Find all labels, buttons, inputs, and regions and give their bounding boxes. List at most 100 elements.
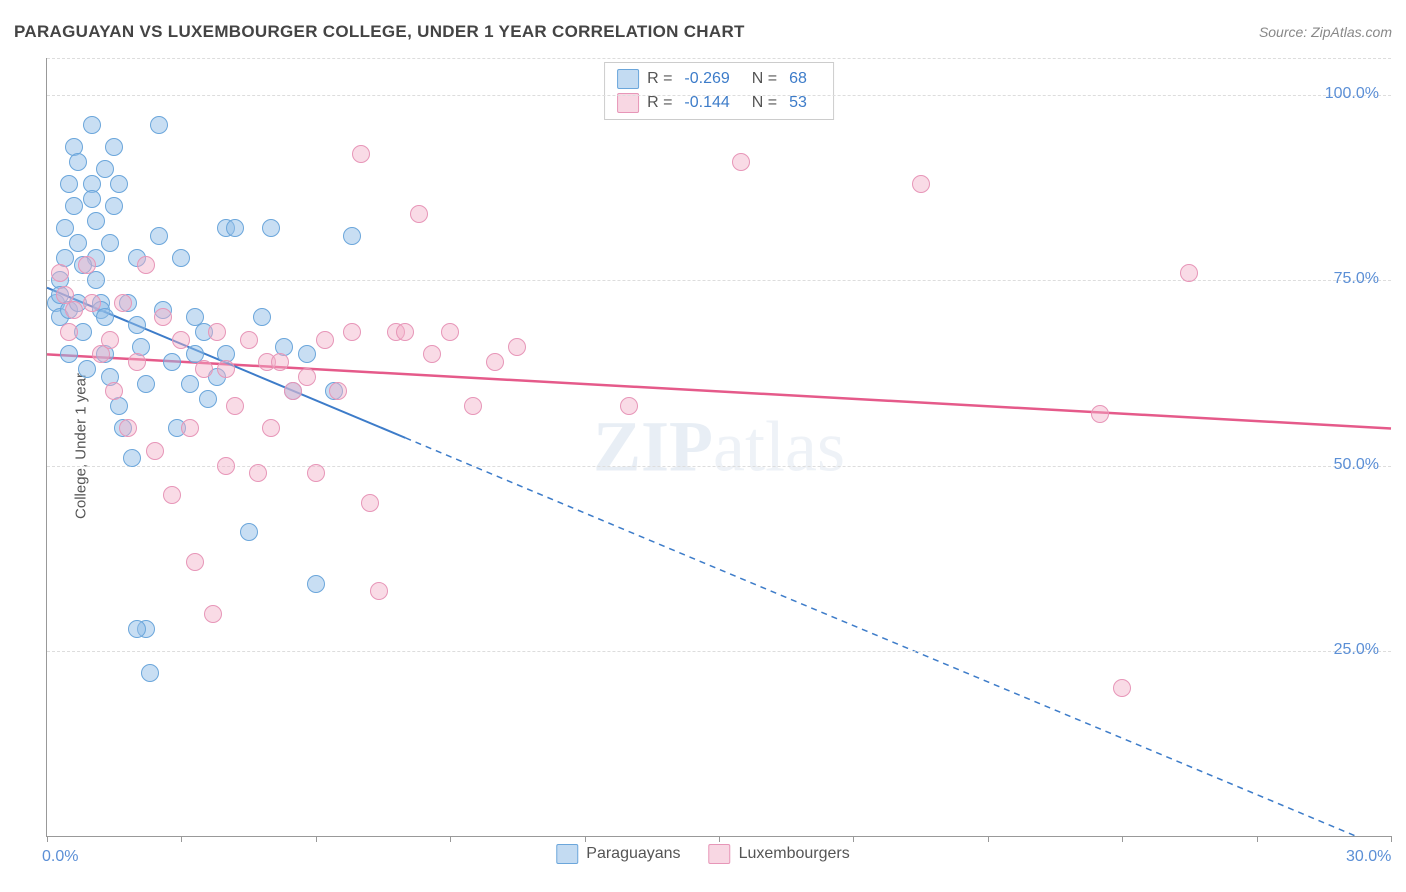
scatter-point-pink (307, 464, 325, 482)
scatter-point-pink (329, 382, 347, 400)
scatter-point-blue (101, 234, 119, 252)
trend-lines-svg (47, 58, 1391, 836)
gridline-h (47, 651, 1391, 652)
y-tick-label: 100.0% (1325, 85, 1379, 103)
x-tick (1122, 836, 1123, 842)
scatter-point-pink (137, 256, 155, 274)
legend-label: Paraguayans (586, 845, 680, 863)
scatter-point-pink (204, 605, 222, 623)
y-tick-label: 25.0% (1334, 641, 1379, 659)
scatter-point-pink (60, 323, 78, 341)
scatter-point-blue (128, 620, 146, 638)
scatter-point-blue (60, 345, 78, 363)
scatter-point-pink (78, 256, 96, 274)
scatter-point-pink (217, 360, 235, 378)
swatch-blue-icon (617, 69, 639, 89)
scatter-point-pink (128, 353, 146, 371)
scatter-point-blue (56, 219, 74, 237)
scatter-point-pink (423, 345, 441, 363)
scatter-point-pink (83, 294, 101, 312)
scatter-point-pink (240, 331, 258, 349)
scatter-point-pink (51, 264, 69, 282)
scatter-point-pink (284, 382, 302, 400)
scatter-point-blue (307, 575, 325, 593)
scatter-point-blue (65, 197, 83, 215)
scatter-point-pink (105, 382, 123, 400)
gridline-h (47, 466, 1391, 467)
x-tick (1391, 836, 1392, 842)
scatter-point-blue (83, 116, 101, 134)
y-tick-label: 50.0% (1334, 456, 1379, 474)
y-tick-label: 75.0% (1334, 270, 1379, 288)
x-tick-label: 30.0% (1346, 848, 1391, 866)
scatter-point-pink (119, 419, 137, 437)
plot-area: ZIPatlas R = -0.269 N = 68 R = -0.144 N … (46, 58, 1391, 837)
scatter-point-pink (181, 419, 199, 437)
scatter-point-blue (181, 375, 199, 393)
header: PARAGUAYAN VS LUXEMBOURGER COLLEGE, UNDE… (14, 22, 1392, 42)
scatter-point-pink (1091, 405, 1109, 423)
scatter-point-pink (410, 205, 428, 223)
scatter-point-blue (226, 219, 244, 237)
scatter-point-pink (620, 397, 638, 415)
x-tick (181, 836, 182, 842)
scatter-point-pink (732, 153, 750, 171)
scatter-point-blue (199, 390, 217, 408)
scatter-point-blue (298, 345, 316, 363)
scatter-point-pink (101, 331, 119, 349)
scatter-point-blue (96, 160, 114, 178)
scatter-point-pink (464, 397, 482, 415)
scatter-point-pink (352, 145, 370, 163)
scatter-point-blue (262, 219, 280, 237)
x-tick (719, 836, 720, 842)
scatter-point-blue (87, 212, 105, 230)
x-tick (47, 836, 48, 842)
chart-title: PARAGUAYAN VS LUXEMBOURGER COLLEGE, UNDE… (14, 22, 745, 42)
x-tick (585, 836, 586, 842)
swatch-pink-icon (709, 844, 731, 864)
scatter-point-pink (195, 360, 213, 378)
scatter-point-pink (343, 323, 361, 341)
scatter-point-pink (316, 331, 334, 349)
scatter-point-pink (1180, 264, 1198, 282)
watermark: ZIPatlas (593, 406, 845, 489)
scatter-point-pink (186, 553, 204, 571)
scatter-point-blue (83, 190, 101, 208)
legend-item-pink: Luxembourgers (709, 844, 850, 864)
scatter-point-blue (123, 449, 141, 467)
legend-item-blue: Paraguayans (556, 844, 680, 864)
x-tick (853, 836, 854, 842)
scatter-point-blue (172, 249, 190, 267)
scatter-point-blue (150, 227, 168, 245)
x-tick (316, 836, 317, 842)
gridline-h (47, 58, 1391, 59)
gridline-h (47, 95, 1391, 96)
x-tick (450, 836, 451, 842)
legend-series: Paraguayans Luxembourgers (556, 844, 849, 864)
scatter-point-pink (486, 353, 504, 371)
scatter-point-blue (105, 138, 123, 156)
scatter-point-pink (146, 442, 164, 460)
scatter-point-blue (240, 523, 258, 541)
scatter-point-pink (208, 323, 226, 341)
scatter-point-blue (128, 316, 146, 334)
scatter-point-pink (441, 323, 459, 341)
scatter-point-blue (69, 234, 87, 252)
x-tick (988, 836, 989, 842)
x-tick (1257, 836, 1258, 842)
scatter-point-pink (271, 353, 289, 371)
scatter-point-pink (65, 301, 83, 319)
scatter-point-pink (298, 368, 316, 386)
scatter-point-pink (154, 308, 172, 326)
scatter-point-blue (253, 308, 271, 326)
legend-stats-row-blue: R = -0.269 N = 68 (617, 67, 821, 91)
scatter-point-pink (1113, 679, 1131, 697)
x-tick-label: 0.0% (42, 848, 78, 866)
scatter-point-blue (163, 353, 181, 371)
legend-stats: R = -0.269 N = 68 R = -0.144 N = 53 (604, 62, 834, 120)
scatter-point-pink (226, 397, 244, 415)
legend-label: Luxembourgers (739, 845, 850, 863)
scatter-point-blue (105, 197, 123, 215)
scatter-point-pink (396, 323, 414, 341)
scatter-point-blue (141, 664, 159, 682)
